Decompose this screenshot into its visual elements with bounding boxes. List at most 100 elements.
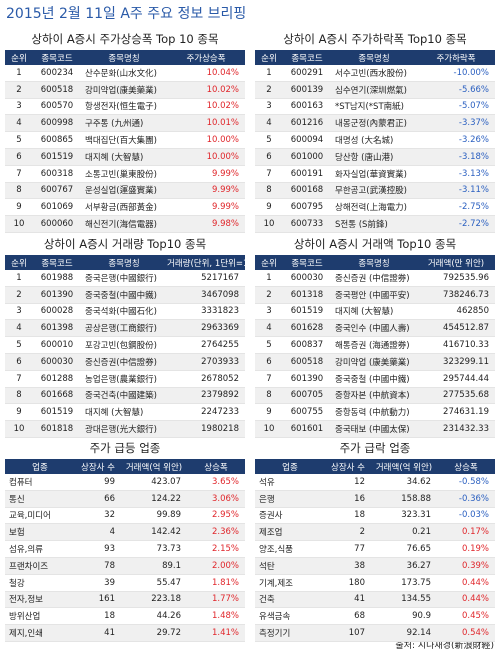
table-cell: -0.58% — [437, 474, 495, 491]
table-cell: 2764255 — [167, 336, 245, 354]
table-cell: 600865 — [33, 131, 81, 149]
table-cell: 39 — [75, 574, 121, 592]
table-cell: 기계,제조 — [255, 574, 325, 592]
table-row: 섬유,의류 93 73.73 2.15% — [5, 540, 245, 558]
table-cell: 93 — [75, 540, 121, 558]
table-cell: 항생전자(恒生電子) — [81, 98, 167, 116]
table-row: 석유 12 34.62 -0.58% — [255, 474, 495, 491]
table-cell: 601398 — [33, 319, 81, 338]
table-cell: 제지,인쇄 — [5, 624, 75, 642]
table-cell: 대지혜 (大智慧) — [81, 403, 167, 422]
table-cell: 2963369 — [167, 319, 245, 338]
table-cell: 2379892 — [167, 387, 245, 405]
table-cell: 173.75 — [371, 574, 437, 592]
column-header: 종목명칭 — [331, 50, 417, 65]
table-cell: 600570 — [33, 98, 81, 116]
table-row: 9 601519 대지혜 (大智慧) 2247233 — [5, 403, 245, 422]
table-row: 1 600291 서수고빈(西水股份) -10.00% — [255, 65, 495, 82]
table-cell: 36.27 — [371, 557, 437, 575]
table-cell: 0.19% — [437, 540, 495, 558]
table-cell: 18 — [325, 507, 371, 525]
table-row: 양조,식품 77 76.65 0.19% — [255, 540, 495, 558]
table-cell: 중국석화(中國石化) — [81, 303, 167, 321]
table-cell: 중국인수 (中國人壽) — [331, 319, 417, 338]
table-row: 3 600163 *ST남지(*ST南紙) -5.07% — [255, 98, 495, 116]
table-cell: 4 — [5, 114, 33, 133]
table-row: 8 600767 운성실업(運盛實業) 9.99% — [5, 182, 245, 200]
header-row: 업종 상장사 수 거래액(억 위안) 상승폭 — [255, 459, 495, 474]
table-row: 방위산업 18 44.26 1.48% — [5, 607, 245, 626]
table-cell: 41 — [325, 591, 371, 609]
column-header: 상승폭 — [437, 459, 495, 474]
table-cell: 5 — [5, 336, 33, 354]
table-cell: 운성실업(運盛實業) — [81, 182, 167, 200]
table-cell: 5 — [255, 336, 283, 354]
table-cell: -2.75% — [417, 198, 495, 217]
table-cell: 9.98% — [167, 215, 245, 233]
table-row: 기계,제조 180 173.75 0.44% — [255, 574, 495, 592]
table-cell: 601000 — [283, 148, 331, 166]
table-row: 7 600191 화자실업(華資實業) -3.13% — [255, 165, 495, 183]
table-cell: 8 — [5, 182, 33, 200]
column-header: 순위 — [5, 50, 33, 65]
table-cell: 7 — [255, 165, 283, 183]
table-section: 상하이 A증시 거래액 Top10 종목 순위 종목코드 종목명칭 거래액(만 위안) 1… — [255, 233, 495, 438]
table-row: 5 600837 해통증권 (海通證券) 416710.33 — [255, 336, 495, 354]
table-cell: 1 — [255, 270, 283, 287]
table-row: 1 601988 중국은행(中國銀行) 5217167 — [5, 270, 245, 287]
table-cell: 600837 — [283, 336, 331, 354]
table-cell: 프랜차이즈 — [5, 557, 75, 575]
table-cell: 416710.33 — [417, 336, 495, 354]
column-header: 거래액(만 위안) — [417, 255, 495, 270]
column-header: 종목코드 — [33, 255, 81, 270]
header-row: 순위 종목코드 종목명칭 주가하락폭 — [255, 50, 495, 65]
table-cell: 12 — [325, 474, 371, 491]
table-cell: 600168 — [283, 182, 331, 200]
table-cell: 2703933 — [167, 353, 245, 371]
table-cell: 은행 — [255, 490, 325, 508]
table-cell: 9.99% — [167, 182, 245, 200]
table-cell: 대명성 (大名城) — [331, 131, 417, 149]
table-row: 7 601288 농업은행(農業銀行) 2678052 — [5, 370, 245, 388]
table-cell: 124.22 — [121, 490, 187, 508]
table-cell: 76.65 — [371, 540, 437, 558]
column-header: 상장사 수 — [325, 459, 371, 474]
data-table: 순위 종목코드 종목명칭 주가상승폭 1 600234 산수문화(山水文化) 10.04% 2 6… — [5, 50, 245, 233]
table-cell: 77 — [325, 540, 371, 558]
table-cell: 600705 — [283, 387, 331, 405]
column-header: 거래액(억 위안) — [121, 459, 187, 474]
table-cell: 중항자본 (中航資本) — [331, 387, 417, 405]
table-cell: 601390 — [283, 370, 331, 388]
table-cell: 601601 — [283, 420, 331, 438]
table-row: 5 600865 백대집단(百大集團) 10.00% — [5, 131, 245, 149]
table-cell: 601318 — [283, 286, 331, 304]
table-cell: 9.99% — [167, 165, 245, 183]
table-row: 7 601390 중국중철 (中國中鐵) 295744.44 — [255, 370, 495, 388]
source-note: 출처: 시나재경(新浪財經) — [395, 641, 494, 651]
table-cell: 2.00% — [187, 557, 245, 575]
table-cell: 6 — [5, 148, 33, 166]
table-cell: 2247233 — [167, 403, 245, 422]
table-cell: 석유 — [255, 474, 325, 491]
table-cell: 중국중철 (中國中鐵) — [331, 370, 417, 388]
table-cell: 대지혜 (大智慧) — [331, 303, 417, 321]
table-row: 3 601519 대지혜 (大智慧) 462850 — [255, 303, 495, 321]
table-cell: 600191 — [283, 165, 331, 183]
table-cell: 601628 — [283, 319, 331, 338]
table-cell: 4 — [255, 319, 283, 338]
table-cell: 서부황금(西部黃金) — [81, 198, 167, 217]
table-cell: 1.77% — [187, 591, 245, 609]
table-row: 9 601069 서부황금(西部黃金) 9.99% — [5, 198, 245, 217]
table-cell: 180 — [325, 574, 371, 592]
table-cell: 601390 — [33, 286, 81, 304]
table-cell: 중신증권(中信證券) — [81, 353, 167, 371]
table-row: 2 600518 강미약업(康美藥業) 10.02% — [5, 81, 245, 99]
table-cell: 41 — [75, 624, 121, 642]
table-cell: 55.47 — [121, 574, 187, 592]
table-cell: 10 — [255, 420, 283, 438]
table-cell: 601519 — [33, 148, 81, 166]
table-row: 교육,미디어 32 99.89 2.95% — [5, 507, 245, 525]
